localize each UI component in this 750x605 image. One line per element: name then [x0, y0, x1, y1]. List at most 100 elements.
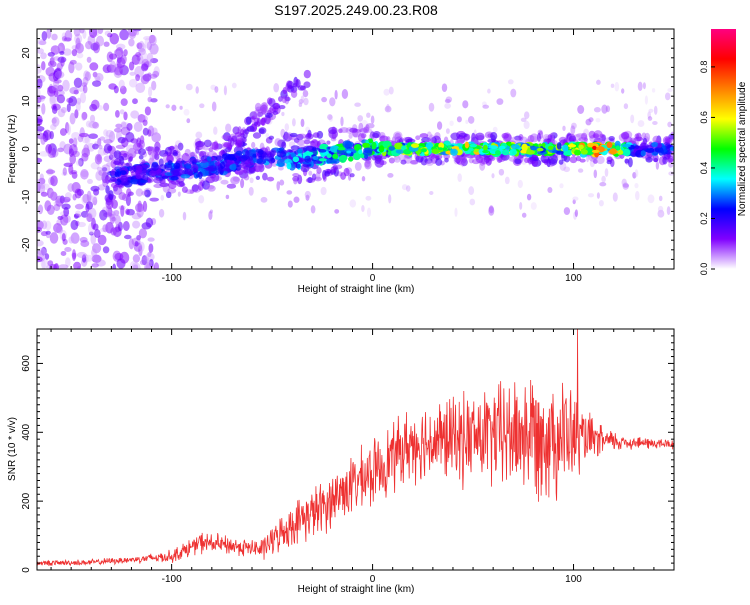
heatmap-cell — [109, 176, 117, 182]
heatmap-cell — [91, 248, 97, 257]
heatmap-cell — [561, 144, 569, 152]
heatmap-cell — [83, 70, 90, 81]
heatmap-cell — [310, 205, 316, 214]
heatmap-cell — [197, 167, 205, 172]
heatmap-cell — [68, 236, 75, 244]
heatmap-cell — [251, 141, 256, 149]
heatmap-cell — [596, 192, 600, 199]
heatmap-cell — [75, 62, 83, 71]
heatmap-cell — [496, 98, 504, 105]
heatmap-cell — [361, 176, 366, 182]
heatmap-cell — [170, 169, 180, 176]
heatmap-cell — [507, 79, 514, 85]
heatmap-cell — [97, 29, 104, 35]
heatmap-cell — [292, 118, 296, 127]
heatmap-cell — [132, 220, 141, 229]
heatmap-cell — [634, 144, 640, 150]
heatmap-cell — [127, 147, 137, 159]
heatmap-cell — [195, 131, 203, 139]
heatmap-cell — [181, 152, 190, 163]
heatmap-cell — [257, 108, 264, 114]
heatmap-cell — [181, 186, 188, 194]
heatmap-cell — [102, 224, 109, 233]
heatmap-cell — [86, 190, 92, 203]
heatmap-cell — [632, 171, 637, 179]
heatmap-cell — [115, 50, 122, 59]
heatmap-cell — [158, 208, 165, 218]
heatmap-cell — [460, 158, 468, 167]
heatmap-cell — [658, 148, 665, 156]
heatmap-cell — [44, 220, 52, 231]
snr-xtick-label: 0 — [370, 574, 376, 585]
heatmap-cell — [563, 154, 571, 163]
heatmap-cell — [129, 179, 140, 185]
heatmap-cell — [334, 209, 340, 214]
heatmap-cell — [51, 105, 58, 114]
heatmap-cell — [119, 29, 129, 41]
heatmap-cell — [179, 105, 183, 110]
heatmap-cell — [71, 131, 81, 141]
heatmap-cell — [208, 147, 214, 152]
heatmap-cell — [456, 155, 463, 165]
heatmap-cell — [146, 52, 154, 64]
heatmap-cell — [40, 191, 48, 197]
heatmap-cell — [273, 82, 280, 93]
heatmap-cell — [667, 121, 672, 128]
heatmap-cell — [126, 188, 132, 198]
heatmap-cell — [469, 143, 478, 148]
heatmap-cell — [91, 263, 99, 268]
heatmap-cell — [251, 115, 256, 120]
heatmap-cell — [232, 176, 241, 182]
heatmap-cell — [669, 146, 674, 152]
heatmap-cell — [76, 52, 84, 59]
heatmap-cell — [492, 126, 498, 133]
heatmap-cell — [521, 143, 528, 151]
heatmap-cell — [421, 137, 432, 143]
heatmap-cell — [622, 183, 629, 188]
heatmap-cell — [296, 133, 304, 141]
heatmap-cell — [108, 63, 113, 73]
heatmap-cell — [139, 179, 148, 184]
heatmap-cell — [435, 158, 443, 166]
heatmap-cell — [640, 150, 646, 157]
heatmap-cell — [102, 178, 109, 188]
heatmap-cell — [473, 148, 479, 153]
heatmap-cell — [67, 183, 75, 192]
heatmap-cell — [132, 254, 141, 263]
heatmap-cell — [424, 158, 433, 164]
heatmap-cell — [145, 252, 155, 262]
heatmap-cell — [134, 30, 140, 36]
heatmap-cell — [521, 212, 527, 218]
heatmap-cell — [86, 56, 92, 63]
heatmap-cell — [559, 183, 564, 189]
heatmap-cell — [75, 210, 81, 216]
heatmap-cell — [93, 188, 100, 196]
heatmap-cell — [526, 193, 532, 201]
heatmap-cell — [74, 33, 83, 45]
heatmap-cell — [131, 262, 141, 269]
heatmap-cell — [128, 38, 135, 47]
heatmap-cell — [73, 29, 81, 37]
heatmap-cell — [41, 60, 46, 71]
heatmap-cell — [243, 174, 250, 181]
heatmap-cell — [504, 176, 510, 185]
heatmap-cell — [195, 140, 205, 148]
heatmap-cell — [182, 211, 187, 221]
heatmap-cell — [340, 172, 347, 180]
heatmap-cell — [120, 121, 127, 130]
heatmap-cell — [278, 96, 283, 102]
heatmap-cell — [165, 191, 172, 199]
heatmap-cell — [85, 120, 92, 128]
heatmap-cell — [108, 53, 117, 60]
heatmap-cell — [276, 150, 287, 158]
heatmap-cell — [366, 207, 372, 218]
heatmap-cell — [651, 88, 656, 93]
heatmap-cell — [92, 196, 98, 206]
heatmap-cell — [585, 118, 592, 126]
heatmap-cell — [41, 246, 47, 256]
heatmap-cell — [51, 56, 56, 66]
heatmap-cell — [83, 144, 90, 156]
heatmap-cell — [141, 256, 150, 265]
heatmap-cell — [312, 146, 317, 152]
